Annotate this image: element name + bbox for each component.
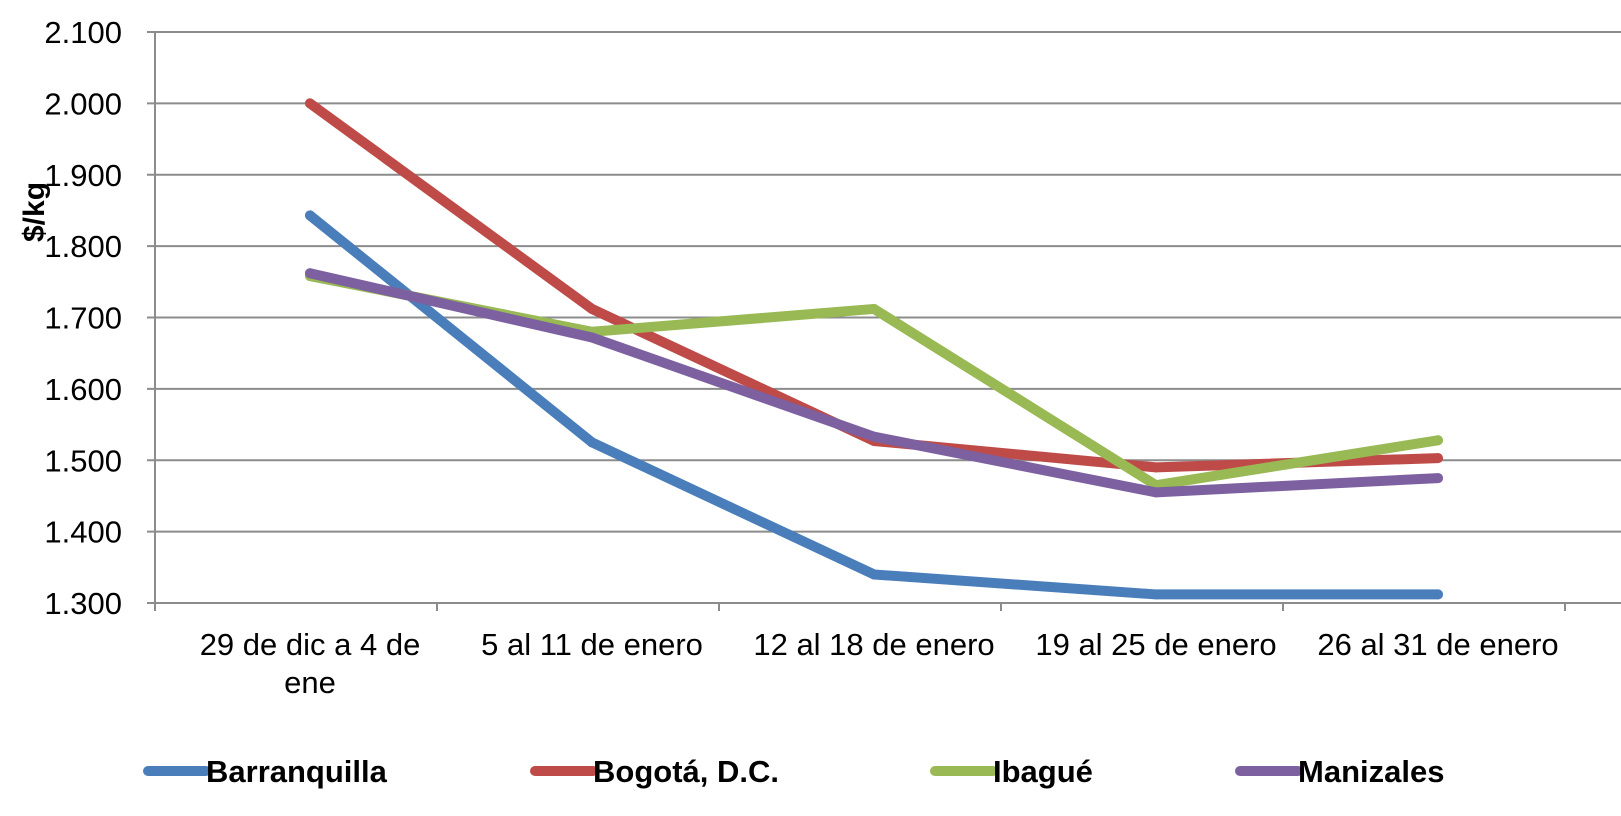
y-tick-label: 1.300 [44, 586, 122, 621]
x-tick-label: 12 al 18 de enero [753, 627, 994, 662]
x-tick-label: 19 al 25 de enero [1035, 627, 1276, 662]
data-point [1151, 462, 1161, 473]
data-point [1433, 589, 1443, 600]
series-lines [305, 98, 1443, 600]
y-tick-labels: 1.300 1.400 1.500 1.600 1.700 1.800 1.900 2.000… [44, 15, 122, 621]
y-axis-label: $/kg [18, 182, 51, 242]
data-point [1433, 435, 1443, 446]
data-point [869, 431, 879, 442]
data-point [305, 98, 315, 109]
data-point [869, 569, 879, 580]
legend: Barranquilla Bogotá, D.C. Ibagué Manizales [143, 754, 1444, 789]
data-point [587, 303, 597, 314]
axes [147, 31, 1566, 611]
legend-label: Barranquilla [206, 754, 388, 789]
data-point [587, 437, 597, 448]
data-point [1151, 487, 1161, 498]
y-tick-label: 1.500 [44, 443, 122, 478]
y-tick-label: 1.700 [44, 301, 122, 336]
x-tick-label: ene [284, 665, 336, 700]
data-point [305, 268, 315, 279]
data-point [305, 210, 315, 221]
y-tick-label: 1.800 [44, 229, 122, 264]
data-point [1433, 473, 1443, 484]
y-tick-label: 1.400 [44, 515, 122, 550]
legend-label: Manizales [1298, 754, 1444, 789]
legend-label: Ibagué [993, 754, 1093, 789]
series-line [305, 98, 1443, 473]
data-point [869, 303, 879, 314]
x-tick-label: 5 al 11 de enero [481, 627, 703, 662]
x-tick-label: 26 al 31 de enero [1317, 627, 1558, 662]
y-tick-label: 2.100 [44, 15, 122, 50]
x-tick-label: 29 de dic a 4 de [200, 627, 421, 662]
y-tick-label: 2.000 [44, 86, 122, 121]
data-point [587, 332, 597, 343]
y-tick-label: 1.900 [44, 158, 122, 193]
legend-label: Bogotá, D.C. [593, 754, 779, 789]
y-tick-label: 1.600 [44, 372, 122, 407]
data-point [1433, 453, 1443, 464]
data-point [1151, 589, 1161, 600]
series-line [305, 210, 1443, 600]
